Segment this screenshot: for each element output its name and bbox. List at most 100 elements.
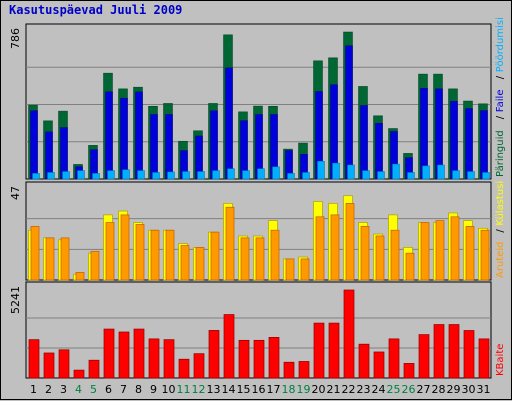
x-tick-label: 21 <box>327 383 341 396</box>
x-tick-label: 17 <box>267 383 281 396</box>
bar-visits <box>225 206 235 281</box>
x-tick-label: 11 <box>177 383 191 396</box>
bar-files <box>182 171 190 180</box>
y-max-label: 5241 <box>9 286 22 314</box>
bar-files <box>407 172 415 180</box>
bar-visits <box>360 226 370 281</box>
legend-item: Pöördumisi <box>495 17 506 72</box>
legend: KBaite <box>495 344 506 376</box>
bar-files <box>107 170 115 180</box>
x-tick-label: 15 <box>237 383 251 396</box>
bar-hits <box>135 91 143 180</box>
x-tick-label: 19 <box>297 383 311 396</box>
bar-kbytes <box>358 343 370 379</box>
bar-hits <box>345 45 353 180</box>
bar-files <box>452 170 460 180</box>
bar-kbytes <box>88 359 100 379</box>
x-tick-label: 23 <box>357 383 371 396</box>
x-tick-label: 27 <box>417 383 431 396</box>
bar-visits <box>330 214 340 281</box>
bar-visits <box>420 222 430 281</box>
bar-visits <box>30 226 40 281</box>
bar-visits <box>345 203 355 281</box>
legend-separator: / <box>495 115 506 119</box>
bar-hits <box>150 114 158 180</box>
bar-visits <box>240 237 250 281</box>
bar-kbytes <box>283 361 295 379</box>
bar-kbytes <box>403 363 415 379</box>
bar-visits <box>75 271 85 281</box>
x-tick-label: 6 <box>105 383 112 396</box>
legend-item: Külastusi <box>495 181 506 226</box>
bar-files <box>197 171 205 180</box>
bar-hits <box>165 114 173 180</box>
legend: Päringuid / Faile / Pöördumisi <box>495 17 506 177</box>
bar-files <box>362 170 370 180</box>
bar-kbytes <box>313 322 325 379</box>
x-tick-label: 3 <box>60 383 67 396</box>
x-tick-label: 20 <box>312 383 326 396</box>
legend: Aruteid / Külastusi <box>495 181 506 278</box>
visits-panel: 47 Aruteid / Külastusi <box>9 181 506 281</box>
x-tick-label: 29 <box>447 383 461 396</box>
x-tick-label: 7 <box>120 383 127 396</box>
bar-visits <box>60 237 70 281</box>
bar-hits <box>30 110 38 180</box>
bar-hits <box>480 110 488 180</box>
bar-files <box>422 165 430 180</box>
bar-files <box>167 171 175 180</box>
bar-files <box>302 172 310 180</box>
bar-files <box>332 162 340 180</box>
bar-kbytes <box>478 338 490 379</box>
x-tick-label: 9 <box>150 383 157 396</box>
legend-separator: / <box>495 75 506 79</box>
bar-visits <box>210 231 220 281</box>
x-tick-label: 1 <box>30 383 37 396</box>
x-tick-label: 16 <box>252 383 266 396</box>
bar-visits <box>390 229 400 281</box>
bar-files <box>347 164 355 180</box>
bar-files <box>227 168 235 180</box>
bar-kbytes <box>433 324 445 379</box>
bar-kbytes <box>43 352 55 379</box>
hits-panel: 786 Päringuid / Faile / Pöördumisi <box>9 17 506 180</box>
bar-hits <box>105 91 113 180</box>
bar-files <box>212 170 220 180</box>
x-axis: 1 2 3 4 5 6 7 8 9 10 11 12 13 14 15 16 17 18 19 20 21 22 23 24 2… <box>30 383 491 396</box>
bar-kbytes <box>463 330 475 379</box>
x-tick-label: 14 <box>222 383 236 396</box>
y-max-label: 786 <box>9 28 22 49</box>
bar-files <box>137 170 145 180</box>
bar-visits <box>435 220 445 281</box>
bar-hits <box>375 123 383 180</box>
bar-hits <box>465 108 473 180</box>
x-tick-label: 13 <box>207 383 221 396</box>
bar-visits <box>105 222 115 281</box>
bar-visits <box>255 237 265 281</box>
bar-kbytes <box>28 339 40 379</box>
bar-kbytes <box>328 322 340 379</box>
bar-files <box>287 173 295 180</box>
bar-files <box>92 173 100 180</box>
bar-kbytes <box>208 330 220 379</box>
bar-kbytes <box>343 289 355 379</box>
bar-hits <box>45 131 53 180</box>
bar-kbytes <box>193 353 205 379</box>
bar-kbytes <box>148 338 160 379</box>
bar-visits <box>90 250 100 281</box>
bar-files <box>377 171 385 180</box>
x-tick-label: 10 <box>162 383 176 396</box>
x-tick-label: 2 <box>45 383 52 396</box>
bar-files <box>32 173 40 180</box>
bar-visits <box>135 224 145 281</box>
bar-files <box>122 169 130 180</box>
bar-kbytes <box>223 314 235 379</box>
bar-hits <box>360 105 368 180</box>
x-tick-label: 5 <box>90 383 97 396</box>
bar-files <box>467 171 475 180</box>
bar-visits <box>195 247 205 281</box>
bar-visits <box>150 229 160 281</box>
x-tick-label: 8 <box>135 383 142 396</box>
